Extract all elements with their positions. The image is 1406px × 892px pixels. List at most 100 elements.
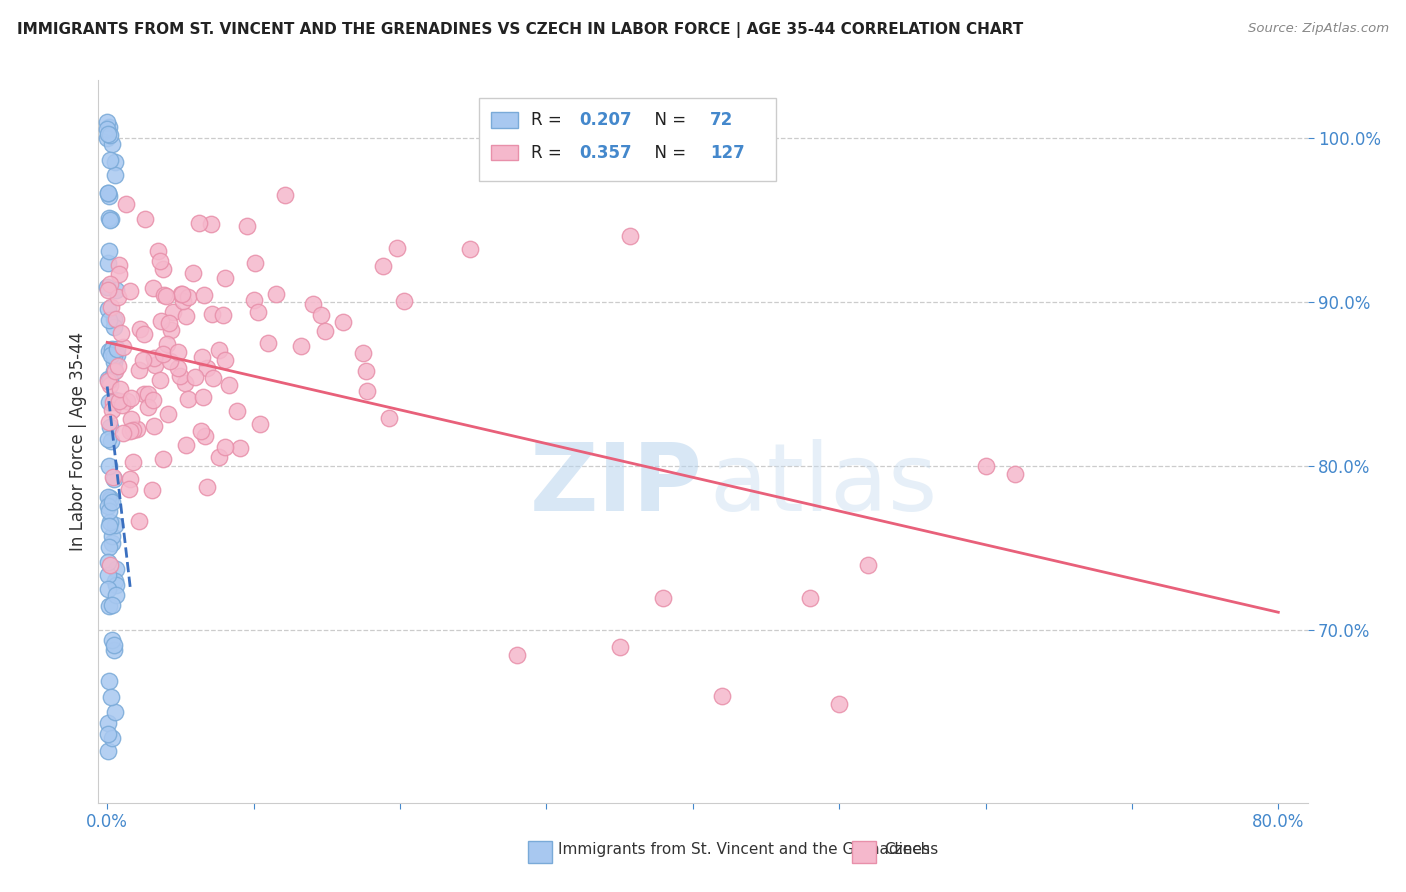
- Point: [170, 286, 193, 301]
- FancyBboxPatch shape: [527, 841, 551, 863]
- Point: [136, 387, 159, 401]
- Point: [195, 480, 218, 494]
- Point: [101, 731, 124, 745]
- Point: [134, 212, 156, 227]
- Point: [98, 211, 121, 225]
- Text: atlas: atlas: [709, 439, 938, 531]
- Point: [169, 368, 191, 383]
- Point: [98, 153, 121, 167]
- Point: [193, 287, 215, 301]
- Point: [98, 189, 121, 203]
- Point: [104, 312, 127, 326]
- Point: [385, 241, 408, 255]
- Point: [97, 374, 120, 388]
- Point: [257, 336, 280, 351]
- Point: [117, 393, 139, 408]
- Point: [167, 345, 190, 359]
- Point: [214, 353, 236, 368]
- Point: [243, 256, 266, 270]
- Point: [111, 425, 134, 440]
- Point: [98, 277, 121, 291]
- Point: [314, 324, 336, 338]
- Point: [104, 154, 127, 169]
- Point: [160, 323, 183, 337]
- Point: [149, 373, 172, 387]
- Point: [97, 555, 120, 569]
- Text: Czechs: Czechs: [884, 842, 939, 857]
- Point: [100, 211, 122, 226]
- FancyBboxPatch shape: [492, 145, 517, 161]
- Point: [103, 469, 125, 483]
- Point: [201, 307, 224, 321]
- Point: [208, 343, 231, 357]
- Point: [156, 336, 179, 351]
- Point: [858, 558, 880, 572]
- Point: [153, 288, 176, 302]
- Point: [378, 411, 401, 425]
- Text: N =: N =: [644, 144, 692, 161]
- FancyBboxPatch shape: [479, 98, 776, 181]
- Point: [98, 120, 121, 135]
- Point: [652, 591, 675, 605]
- Point: [104, 364, 127, 378]
- Point: [103, 364, 125, 378]
- Point: [214, 440, 236, 454]
- Point: [100, 300, 122, 314]
- Point: [97, 727, 120, 741]
- Point: [103, 319, 125, 334]
- Point: [156, 407, 179, 421]
- Point: [97, 582, 120, 597]
- Text: 72: 72: [710, 111, 734, 129]
- Point: [98, 212, 121, 227]
- Point: [96, 115, 118, 129]
- Point: [101, 598, 124, 612]
- Point: [152, 452, 174, 467]
- Point: [96, 121, 118, 136]
- Point: [107, 394, 129, 409]
- Point: [98, 493, 121, 508]
- Point: [132, 353, 155, 368]
- Point: [371, 260, 394, 274]
- Point: [101, 495, 124, 509]
- Point: [105, 283, 128, 297]
- Point: [96, 131, 118, 145]
- Point: [97, 415, 120, 429]
- Point: [97, 519, 120, 533]
- Point: [143, 359, 166, 373]
- Point: [120, 391, 142, 405]
- Point: [128, 363, 150, 377]
- Point: [190, 424, 212, 438]
- Point: [104, 392, 127, 407]
- Point: [97, 567, 120, 582]
- Point: [97, 490, 120, 504]
- Point: [111, 340, 134, 354]
- Point: [104, 587, 127, 601]
- Point: [195, 360, 218, 375]
- Point: [108, 268, 131, 282]
- Point: [242, 293, 264, 308]
- FancyBboxPatch shape: [852, 841, 876, 863]
- Point: [354, 364, 377, 378]
- Point: [201, 370, 224, 384]
- Point: [172, 294, 194, 309]
- Point: [107, 359, 129, 374]
- Point: [105, 348, 128, 362]
- Point: [332, 315, 354, 329]
- Point: [100, 348, 122, 362]
- Point: [120, 424, 142, 438]
- Point: [103, 355, 125, 369]
- Point: [170, 286, 193, 301]
- Text: IMMIGRANTS FROM ST. VINCENT AND THE GRENADINES VS CZECH IN LABOR FORCE | AGE 35-: IMMIGRANTS FROM ST. VINCENT AND THE GREN…: [17, 22, 1024, 38]
- Point: [506, 648, 529, 662]
- Point: [152, 347, 174, 361]
- Point: [152, 261, 174, 276]
- Point: [104, 517, 127, 532]
- Point: [104, 168, 127, 182]
- Point: [98, 128, 121, 142]
- Point: [98, 244, 121, 258]
- Point: [208, 450, 231, 464]
- Point: [105, 562, 128, 576]
- Point: [100, 558, 122, 572]
- Point: [191, 390, 214, 404]
- Point: [711, 689, 734, 703]
